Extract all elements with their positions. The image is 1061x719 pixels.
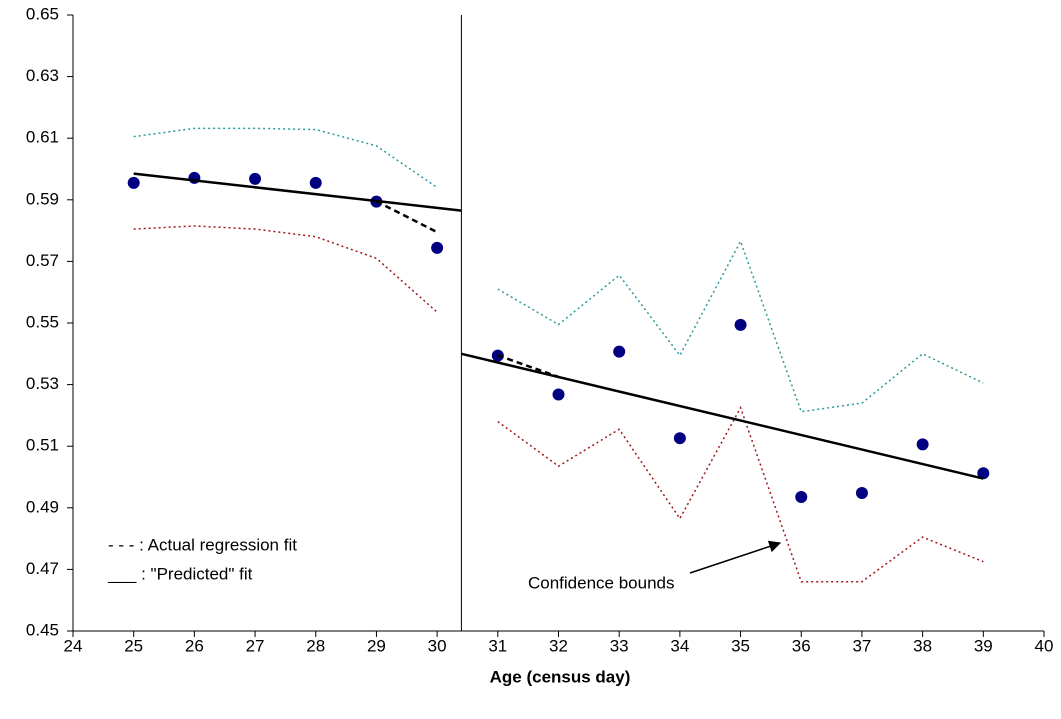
data-point: [977, 467, 990, 480]
legend-text: ___ : "Predicted" fit: [107, 564, 253, 583]
x-tick-label: 26: [185, 636, 204, 655]
x-tick-label: 36: [792, 636, 811, 655]
y-tick-label: 0.61: [26, 128, 59, 147]
regression-fit: [375, 200, 438, 234]
y-tick-label: 0.63: [26, 66, 59, 85]
x-tick-label: 30: [428, 636, 447, 655]
data-point: [309, 176, 322, 189]
x-tick-label: 24: [64, 636, 83, 655]
annotation-arrow: [689, 540, 782, 574]
y-tick-label: 0.47: [26, 559, 59, 578]
x-tick-label: 31: [488, 636, 507, 655]
y-tick-label: 0.49: [26, 497, 59, 516]
y-tick-label: 0.51: [26, 436, 59, 455]
confidence-bound: [497, 405, 984, 583]
legend-text: - - - : Actual regression fit: [108, 535, 297, 554]
x-tick-label: 29: [367, 636, 386, 655]
x-tick-label: 35: [731, 636, 750, 655]
y-tick-label: 0.53: [26, 374, 59, 393]
x-tick-label: 28: [306, 636, 325, 655]
y-tick-label: 0.59: [26, 189, 59, 208]
x-tick-label: 27: [246, 636, 265, 655]
data-point: [916, 438, 929, 451]
predicted-fit: [461, 352, 984, 480]
data-point: [795, 491, 808, 504]
data-point: [673, 432, 686, 445]
data-point: [249, 172, 262, 185]
data-point: [855, 487, 868, 500]
y-tick-label: 0.65: [26, 4, 59, 23]
confidence-bound: [133, 225, 438, 313]
x-tick-label: 25: [124, 636, 143, 655]
annotation: Confidence bounds: [528, 573, 675, 592]
y-tick-label: 0.55: [26, 312, 59, 331]
predicted-fit: [133, 172, 462, 212]
confidence-bound: [133, 127, 438, 189]
x-tick-label: 32: [549, 636, 568, 655]
data-point: [127, 176, 140, 189]
confidence-bound: [497, 239, 984, 413]
x-tick-label: 40: [1035, 636, 1054, 655]
data-point: [734, 318, 747, 331]
y-tick-label: 0.45: [26, 620, 59, 639]
data-point: [613, 345, 626, 358]
x-tick-label: 33: [610, 636, 629, 655]
data-point: [552, 388, 565, 401]
x-tick-label: 39: [974, 636, 993, 655]
x-tick-label: 34: [670, 636, 689, 655]
x-tick-label: 37: [852, 636, 871, 655]
x-tick-label: 38: [913, 636, 932, 655]
x-axis-title: Age (census day): [490, 667, 631, 686]
data-point: [431, 241, 444, 254]
y-tick-label: 0.57: [26, 251, 59, 270]
